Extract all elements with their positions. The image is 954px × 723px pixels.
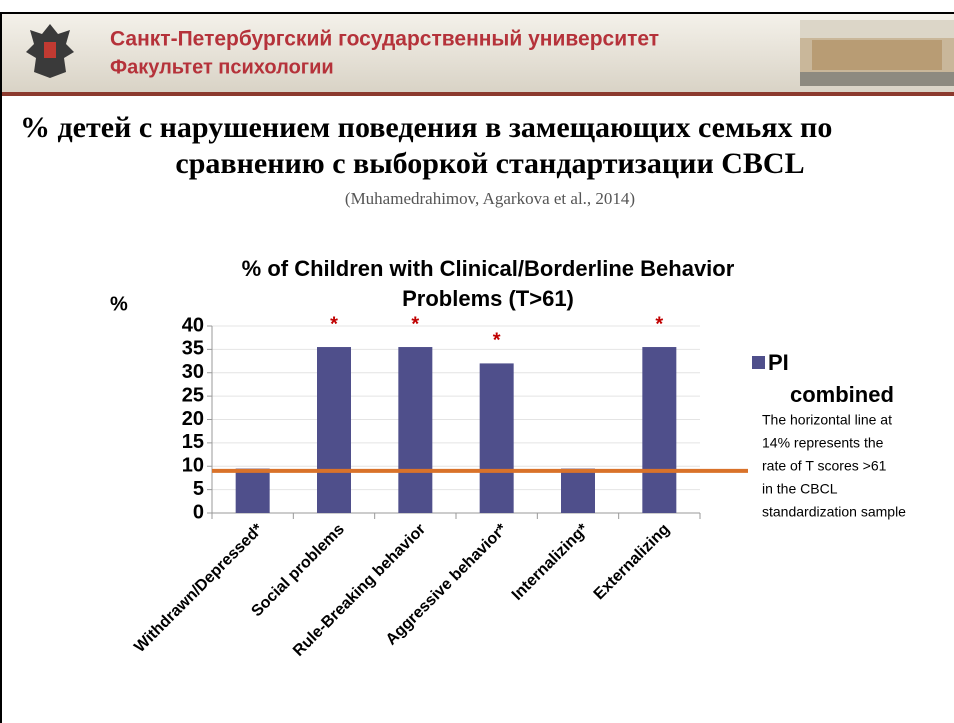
chart-title: Problems (T>61)	[402, 286, 574, 311]
legend-note: rate of T scores >61	[762, 458, 887, 474]
building-photo	[800, 20, 954, 86]
significance-marker: *	[655, 313, 663, 335]
chart-title: % of Children with Clinical/Borderline B…	[242, 256, 735, 281]
legend-note: standardization sample	[762, 504, 906, 520]
bar	[235, 468, 270, 513]
y-tick-label: 30	[182, 361, 204, 383]
x-tick-label: Rule-Breaking behavior	[290, 521, 429, 660]
citation: (Muhamedrahimov, Agarkova et al., 2014)	[345, 189, 635, 208]
significance-marker: *	[411, 313, 419, 335]
legend-label: PIcombined	[768, 350, 894, 407]
significance-marker: *	[493, 330, 501, 352]
bar	[479, 363, 514, 513]
header-band	[2, 14, 954, 92]
emblem	[26, 24, 74, 78]
x-tick-label: Internalizing*	[509, 520, 593, 604]
university-name: Санкт-Петербургский государственный унив…	[110, 28, 659, 51]
legend-label-line: combined	[790, 382, 894, 407]
y-tick-label: 10	[182, 455, 204, 477]
legend-note: 14% represents the	[762, 435, 884, 451]
header-rule	[2, 92, 954, 96]
y-axis-label: %	[110, 293, 128, 315]
bar	[561, 468, 595, 513]
bar	[398, 347, 433, 513]
y-tick-label: 0	[193, 501, 204, 523]
bar	[317, 347, 351, 513]
y-tick-label: 20	[182, 408, 204, 430]
legend-swatch	[752, 356, 765, 369]
legend-label-line: PI	[768, 350, 789, 375]
x-tick-label: Withdrawn/Depressed*	[131, 520, 267, 656]
bar	[642, 347, 677, 513]
slide-title: сравнению с выборкой стандартизации CBCL	[175, 147, 804, 180]
slide-title: % детей с нарушением поведения в замещаю…	[20, 111, 832, 144]
y-tick-label: 15	[182, 431, 204, 453]
y-tick-label: 5	[193, 478, 204, 500]
legend-note: in the CBCL	[762, 481, 838, 497]
faculty-name: Факультет психологии	[110, 56, 334, 78]
y-tick-label: 25	[182, 384, 204, 406]
y-tick-label: 35	[182, 338, 204, 360]
legend-note: The horizontal line at	[762, 412, 892, 428]
x-tick-label: Externalizing	[591, 521, 673, 603]
significance-marker: *	[330, 313, 338, 335]
y-tick-label: 40	[182, 314, 204, 336]
